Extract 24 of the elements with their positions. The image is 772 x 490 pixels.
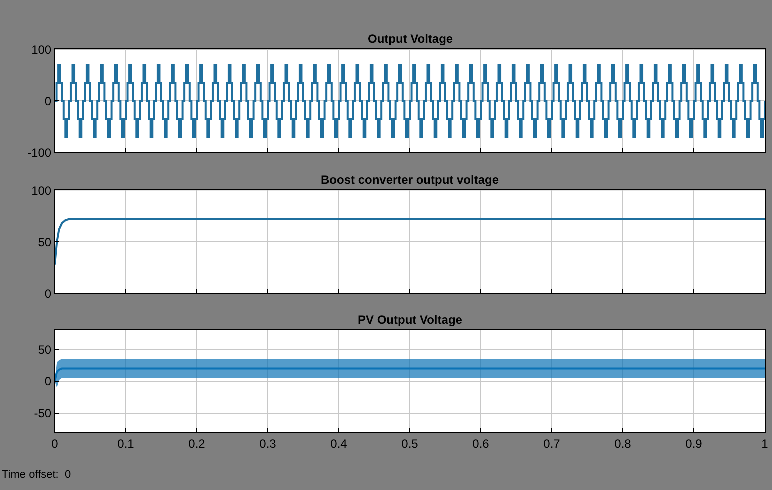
y-tick-label: 100: [32, 42, 52, 57]
y-tick-label: 100: [32, 184, 52, 198]
chart-title: PV Output Voltage: [358, 313, 463, 327]
x-tick-label: 0.2: [188, 436, 206, 451]
x-tick-label: 0.8: [614, 436, 632, 451]
chart-title: Boost converter output voltage: [321, 173, 500, 187]
y-tick-label: 50: [38, 235, 52, 250]
x-tick-label: 0.1: [118, 436, 135, 451]
text: Time offset: 0: [2, 469, 72, 481]
x-tick-label: 0.4: [330, 436, 348, 451]
y-tick-label: -100: [28, 146, 52, 160]
x-tick-label: 1: [762, 436, 769, 451]
chart-title: Output Voltage: [368, 32, 454, 46]
x-tick-label: 0.6: [472, 436, 490, 451]
y-tick-label: 0: [44, 94, 52, 108]
y-tick-label: -50: [34, 406, 52, 421]
y-tick-label: 0: [44, 374, 52, 389]
x-tick-label: 0.5: [402, 436, 419, 451]
x-tick-label: 0.9: [686, 436, 703, 451]
y-tick-label: 0: [44, 286, 52, 301]
x-tick-label: 0.7: [544, 436, 561, 451]
y-tick-label: 50: [38, 342, 52, 357]
x-tick-label: 0.3: [260, 436, 277, 451]
line-series: [55, 218, 765, 266]
